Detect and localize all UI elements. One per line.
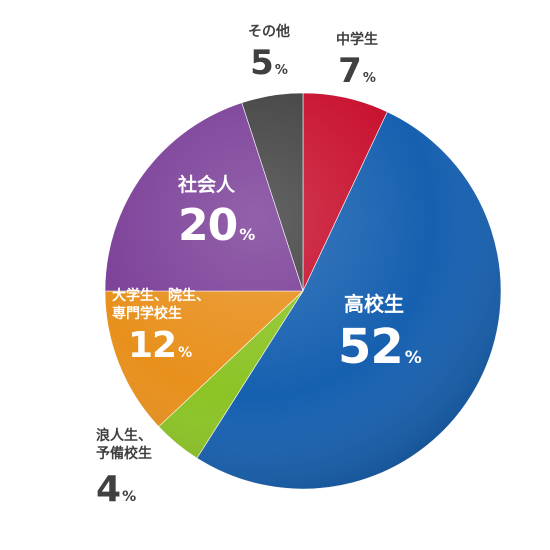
slice-value-ronin: 4 [96, 469, 121, 510]
slice-label-shakaijin: 社会人 [178, 174, 236, 196]
slice-label-ronin-line1: 浪人生、 [96, 428, 152, 444]
slice-label-chugakusei: 中学生 [336, 32, 378, 48]
slice-unit-ronin: % [122, 489, 137, 505]
slice-label-daigakusei-line2: 専門学校生 [112, 305, 182, 322]
slice-unit-kokosei: % [404, 348, 422, 368]
label-ronin: 浪人生、 予備校生 4% [96, 428, 152, 512]
slice-value-kokosei: 52 [338, 319, 404, 375]
slice-value-shakaijin: 20 [178, 199, 238, 251]
slice-unit-daigakusei: % [178, 345, 193, 361]
label-daigakusei: 大学生、院生、 専門学校生 12% [112, 288, 210, 368]
slice-unit-sonota: % [274, 62, 288, 78]
slice-value-sonota: 5 [250, 42, 274, 83]
slice-label-kokosei: 高校生 [344, 292, 404, 316]
slice-value-daigakusei: 12 [128, 325, 177, 366]
label-kokosei: 高校生 52% [338, 292, 422, 377]
label-chugakusei: 中学生 7% [336, 32, 378, 92]
label-shakaijin: 社会人 20% [178, 174, 255, 253]
slice-unit-shakaijin: % [239, 224, 256, 244]
slice-label-sonota: その他 [248, 24, 290, 40]
slice-label-ronin-line2: 予備校生 [96, 445, 152, 462]
label-sonota: その他 5% [248, 24, 290, 84]
slice-label-daigakusei-line1: 大学生、院生、 [112, 288, 210, 304]
slice-value-chugakusei: 7 [338, 50, 362, 91]
slice-unit-chugakusei: % [362, 70, 376, 86]
